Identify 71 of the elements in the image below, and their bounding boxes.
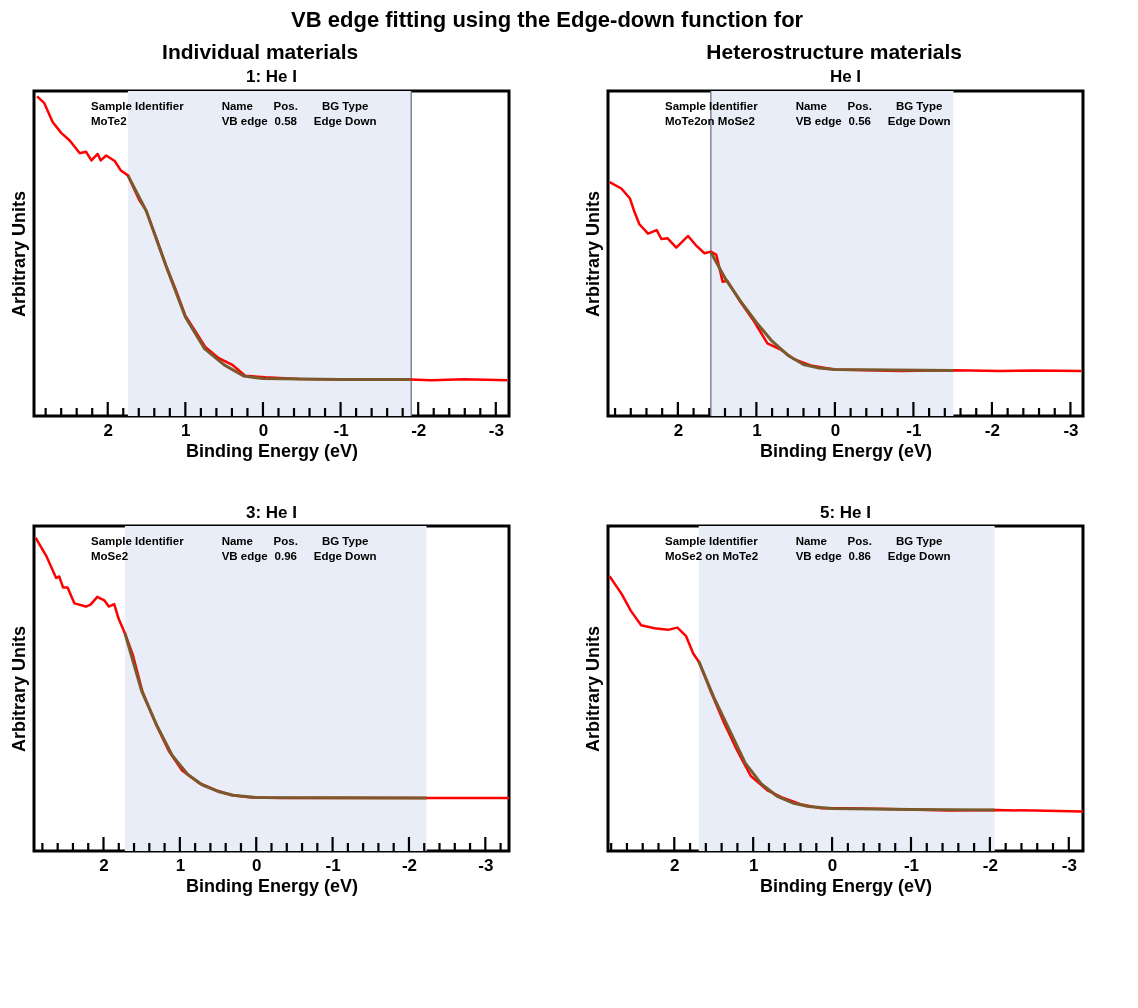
annotation: VB edge <box>221 550 268 562</box>
text: BG Type <box>895 100 943 112</box>
text: VB edge <box>795 550 842 562</box>
x-tick-label: 1 <box>752 420 762 440</box>
annotation: Sample Identifier <box>91 535 185 547</box>
annotation: Name <box>221 100 253 112</box>
x-tick-label: -1 <box>325 855 341 875</box>
x-tick-label: 1 <box>748 855 759 875</box>
annotation: Sample Identifier <box>91 100 185 112</box>
chart-title: He I <box>829 67 862 87</box>
text: MoTe2on MoSe2 <box>665 115 755 127</box>
x-tick-label: 0 <box>830 420 841 440</box>
chart-title: 5: He I <box>819 503 872 522</box>
x-tick-label: 1 <box>175 855 186 875</box>
text: Heterostructure materials <box>706 39 962 63</box>
text: Edge Down <box>887 550 951 562</box>
x-tick-label: -2 <box>401 855 418 875</box>
y-axis-title: Arbitrary Units <box>582 190 603 318</box>
annotation: BG Type <box>321 100 369 112</box>
annotation: Name <box>221 535 253 547</box>
text: Name <box>795 100 827 112</box>
x-tick-label: -3 <box>1061 855 1077 875</box>
x-tick-label: -1 <box>903 855 920 875</box>
x-tick-label: 1 <box>181 420 191 440</box>
annotation: Edge Down <box>313 550 377 562</box>
x-axis-title: Binding Energy (eV) <box>185 875 359 896</box>
x-tick-label: -1 <box>333 420 349 440</box>
annotation: Edge Down <box>313 115 377 127</box>
text: VB edge <box>795 115 842 127</box>
x-tick-label: 0 <box>827 855 838 875</box>
text: Sample Identifier <box>665 100 759 112</box>
x-tick-label: -3 <box>1063 420 1079 440</box>
text: Edge Down <box>887 115 951 127</box>
y-axis-title: Arbitrary Units <box>582 625 603 753</box>
chart-title: 1: He I <box>245 67 298 87</box>
x-tick-label: 2 <box>673 420 684 440</box>
x-tick-label: 0 <box>251 855 262 875</box>
x-tick-label: 2 <box>99 855 109 875</box>
x-axis-title: Binding Energy (eV) <box>759 875 933 896</box>
annotation: 0.96 <box>274 550 297 562</box>
x-tick-label: -1 <box>906 420 922 440</box>
annotation: Pos. <box>273 100 298 112</box>
x-tick-label: 2 <box>670 855 680 875</box>
x-tick-label: -2 <box>982 855 998 875</box>
y-axis-title: Arbitrary Units <box>8 190 29 318</box>
x-tick-label: -2 <box>984 420 1000 440</box>
text: VB edge fitting using the Edge-down function for <box>291 6 804 32</box>
text: Individual materials <box>162 39 359 63</box>
text: MoSe2 on MoTe2 <box>665 550 759 562</box>
x-tick-label: 0 <box>258 420 269 440</box>
text: Sample Identifier <box>665 535 759 547</box>
text: BG Type <box>895 535 943 547</box>
text: Name <box>795 535 827 547</box>
x-tick-label: -3 <box>488 420 504 440</box>
x-axis-title: Binding Energy (eV) <box>759 440 933 461</box>
x-tick-label: -2 <box>411 420 427 440</box>
text: Pos. <box>847 535 872 547</box>
x-axis-title: Binding Energy (eV) <box>185 440 359 461</box>
annotation: VB edge <box>221 115 268 127</box>
y-axis-title: Arbitrary Units <box>8 625 29 753</box>
text: Pos. <box>847 100 872 112</box>
text: 0.86 <box>848 550 871 562</box>
annotation: Pos. <box>273 535 298 547</box>
chart-title: 3: He I <box>245 503 298 522</box>
annotation: MoSe2 <box>91 550 129 562</box>
annotation: 0.58 <box>274 115 298 127</box>
annotation: MoTe2 <box>91 115 127 127</box>
annotation: BG Type <box>321 535 369 547</box>
text: 0.56 <box>848 115 871 127</box>
x-tick-label: 2 <box>103 420 113 440</box>
x-tick-label: -3 <box>478 855 494 875</box>
